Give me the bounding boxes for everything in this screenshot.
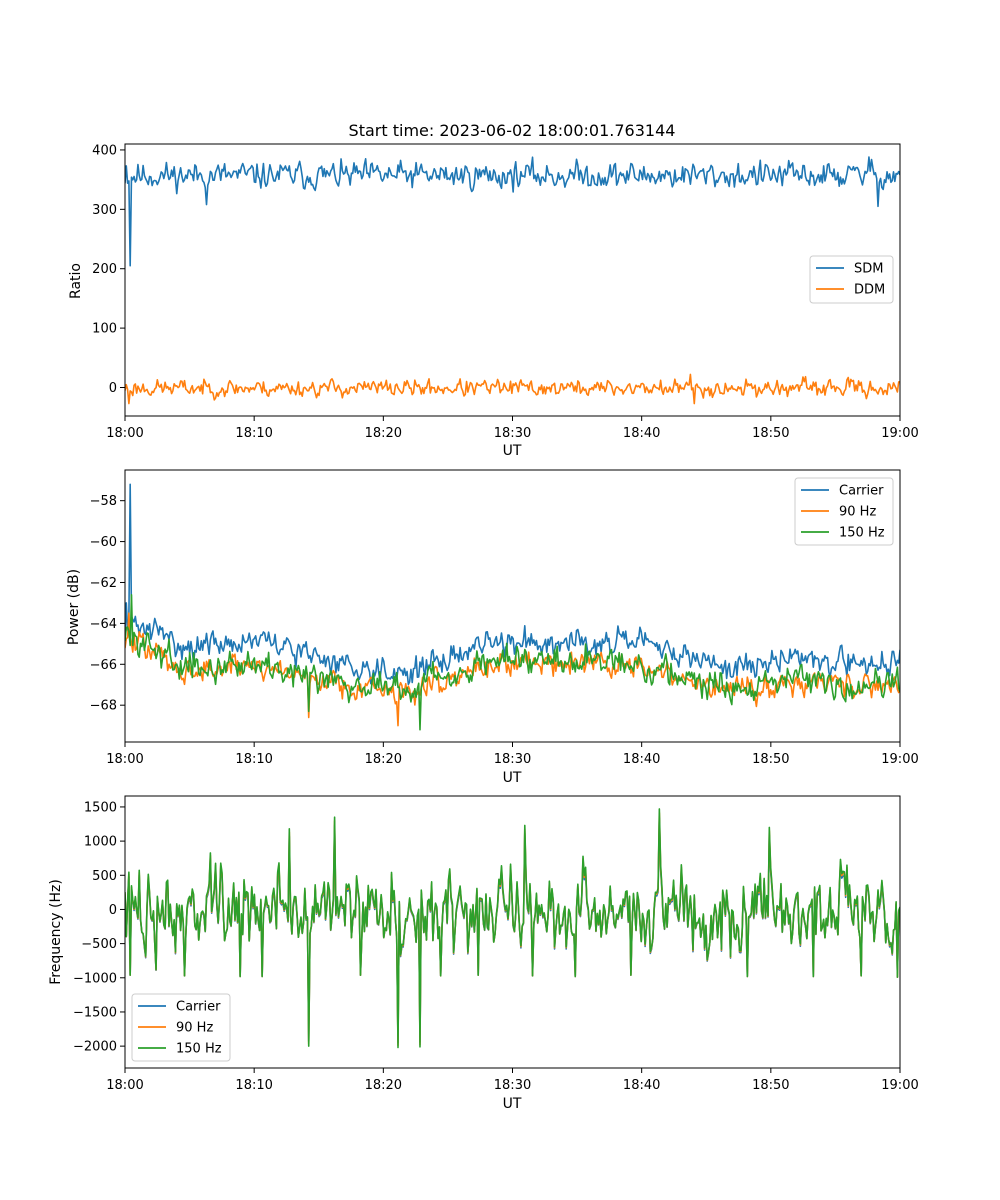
x-tick-label: 18:00: [106, 1078, 143, 1093]
subplot-ratio: Start time: 2023-06-02 18:00:01.763144 U…: [68, 121, 919, 459]
legend: Carrier 90 Hz 150 Hz: [794, 477, 894, 546]
legend-label: DDM: [854, 283, 885, 298]
x-tick-label: 18:30: [494, 426, 531, 441]
x-tick-label: 18:50: [752, 752, 789, 767]
y-tick-label: −500: [81, 937, 117, 952]
legend-box: [794, 477, 894, 546]
x-tick-label: 18:50: [752, 1078, 789, 1093]
y-tick-label: 0: [109, 903, 117, 918]
y-tick-label: 500: [92, 869, 117, 884]
x-axis-label: UT: [503, 1096, 522, 1112]
x-axis-label: UT: [503, 443, 522, 459]
x-tick-label: 18:00: [106, 752, 143, 767]
subplot-frequency: UT Frequency (Hz) 18:00 18:10 18:20 18:30 18…: [48, 795, 919, 1112]
x-tick-label: 18:40: [623, 752, 660, 767]
subplot-power: UT Power (dB) 18:00 18:10 18:20 18:30 18:40 1…: [66, 469, 919, 786]
legend-label: SDM: [854, 262, 883, 277]
legend-box: [131, 993, 231, 1062]
y-tick-label: 100: [92, 322, 117, 337]
y-tick-label: 1000: [84, 835, 117, 850]
y-tick-label: 0: [109, 381, 117, 396]
series-line-150-hz: [125, 808, 900, 1049]
legend: Carrier 90 Hz 150 Hz: [131, 993, 231, 1062]
y-tick-label: −68: [90, 699, 117, 714]
legend-label: Carrier: [176, 1000, 221, 1015]
legend-label: Carrier: [839, 484, 884, 499]
x-tick-label: 18:40: [623, 426, 660, 441]
x-axis-label: UT: [503, 770, 522, 786]
x-tick-label: 18:20: [365, 426, 402, 441]
legend-label: 90 Hz: [176, 1021, 213, 1036]
chart-title: Start time: 2023-06-02 18:00:01.763144: [349, 121, 676, 140]
y-tick-label: −64: [90, 617, 117, 632]
y-tick-label: 1500: [84, 800, 117, 815]
y-tick-label: −60: [90, 535, 117, 550]
x-tick-label: 18:30: [494, 752, 531, 767]
x-tick-label: 19:00: [881, 1078, 918, 1093]
series-line-carrier: [125, 483, 900, 686]
x-tick-label: 19:00: [881, 426, 918, 441]
legend: SDM DDM: [809, 255, 894, 304]
series-line-ddm: [125, 373, 900, 405]
x-tick-label: 18:10: [235, 1078, 272, 1093]
x-tick-label: 19:00: [881, 752, 918, 767]
y-tick-label: −1000: [73, 971, 117, 986]
y-tick-label: −1500: [73, 1005, 117, 1020]
y-axis-label: Ratio: [68, 263, 84, 299]
y-axis-label: Frequency (Hz): [48, 879, 64, 985]
x-tick-label: 18:40: [623, 1078, 660, 1093]
x-tick-label: 18:00: [106, 426, 143, 441]
series-line-150-hz: [125, 593, 900, 731]
y-tick-label: −2000: [73, 1040, 117, 1055]
series-line-sdm: [125, 156, 900, 267]
x-tick-label: 18:10: [235, 426, 272, 441]
y-tick-label: −58: [90, 494, 117, 509]
x-tick-label: 18:10: [235, 752, 272, 767]
y-tick-label: −62: [90, 576, 117, 591]
x-tick-label: 18:20: [365, 752, 402, 767]
x-tick-label: 18:20: [365, 1078, 402, 1093]
y-tick-label: 400: [92, 143, 117, 158]
legend-label: 150 Hz: [839, 526, 885, 541]
y-tick-label: 300: [92, 203, 117, 218]
x-tick-label: 18:30: [494, 1078, 531, 1093]
y-axis-label: Power (dB): [66, 569, 82, 645]
legend-label: 90 Hz: [839, 505, 876, 520]
y-tick-label: −66: [90, 658, 117, 673]
x-tick-label: 18:50: [752, 426, 789, 441]
y-tick-label: 200: [92, 262, 117, 277]
legend-label: 150 Hz: [176, 1042, 222, 1057]
